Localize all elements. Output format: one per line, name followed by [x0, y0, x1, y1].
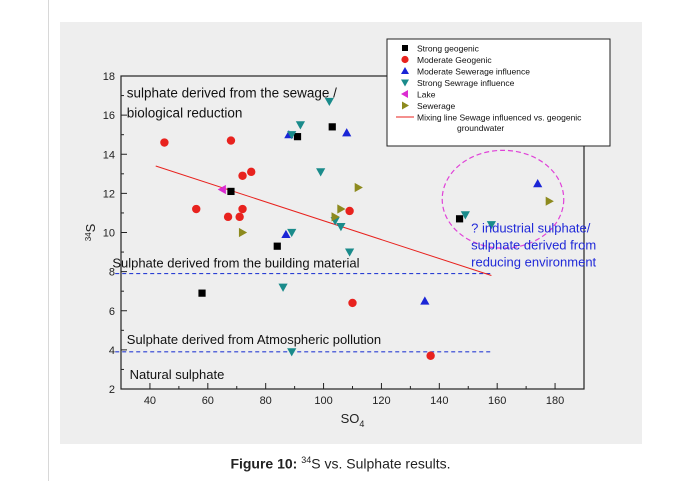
caption-label: Figure 10: — [230, 455, 298, 472]
data-point-strong-sewrage-influence — [278, 283, 288, 292]
y-axis-title-main: S — [83, 223, 98, 232]
legend-marker-4 — [401, 79, 409, 87]
data-point-sewerage — [354, 182, 363, 193]
data-point-moderate-geogenic — [226, 136, 236, 145]
x-axis-title: SO4 — [341, 411, 365, 429]
legend-label-2: Moderate Geogenic — [417, 55, 492, 65]
data-point-strong-sewrage-influence — [345, 248, 355, 257]
data-point-strong-sewrage-influence — [324, 97, 334, 107]
data-point-moderate-sewerage-influence — [281, 229, 291, 239]
data-point-strong-geogenic — [293, 133, 302, 141]
data-point-strong-sewrage-influence — [287, 228, 297, 238]
data-point-strong-geogenic — [273, 242, 281, 250]
y-axis-title-sup: 34 — [84, 232, 93, 241]
data-point-strong-sewrage-influence — [287, 348, 297, 357]
data-point-sewerage — [337, 204, 346, 214]
highlight-ellipse — [441, 149, 565, 249]
legend-label-mixing-line: Mixing line Sewage influenced vs. geogen… — [417, 113, 582, 123]
x-tick-label: 120 — [372, 395, 390, 407]
legend-marker-5 — [401, 90, 408, 98]
data-point-moderate-geogenic — [238, 204, 247, 214]
data-point-strong-geogenic — [455, 215, 464, 223]
x-axis-title-main: SO — [341, 411, 360, 426]
y-tick-label: 14 — [103, 149, 115, 161]
legend-label-5: Lake — [417, 90, 436, 100]
axes-group: 40 60 80 100 120 140 160 18024681012141618SO434… — [83, 71, 585, 429]
legend-label-1: Strong geogenic — [417, 44, 480, 54]
data-point-moderate-geogenic — [160, 138, 169, 147]
annotation-5-line-2: sulphate derived from — [471, 238, 596, 253]
data-point-strong-sewrage-influence — [295, 121, 306, 130]
x-axis-title-sub: 4 — [359, 419, 364, 429]
data-point-moderate-geogenic — [348, 298, 357, 308]
data-point-strong-sewrage-influence — [316, 168, 326, 177]
data-point-moderate-geogenic — [192, 204, 201, 214]
data-point-strong-sewrage-influence — [336, 223, 346, 232]
data-point-strong-geogenic — [227, 187, 235, 196]
y-tick-label: 18 — [103, 71, 115, 83]
y-tick-label: 8 — [109, 267, 115, 279]
y-axis-title: 34S — [83, 223, 98, 241]
y-tick-label: 6 — [109, 306, 115, 318]
data-point-sewerage — [331, 212, 340, 222]
caption-text: S vs. Sulphate results. — [311, 455, 451, 472]
data-point-moderate-geogenic — [223, 212, 233, 222]
x-tick-label: 40 — [144, 395, 156, 407]
legend-marker-2 — [401, 55, 409, 64]
legend-label-3: Moderate Sewerage influence — [417, 67, 530, 77]
legend-label-mixing-line-2: groundwater — [457, 123, 504, 133]
data-point-moderate-sewerage-influence — [533, 178, 543, 188]
x-tick-label: 140 — [430, 395, 448, 407]
x-tick-label: 160 — [488, 395, 506, 407]
legend-marker-6 — [402, 101, 409, 110]
x-tick-label: 60 — [202, 395, 214, 407]
y-tick-label: 4 — [109, 345, 115, 357]
figure-caption: Figure 10: 34S vs. Sulphate results. — [0, 455, 681, 472]
data-point-strong-sewrage-influence — [460, 211, 470, 220]
y-tick-label: 2 — [109, 384, 115, 396]
data-point-moderate-geogenic — [238, 171, 247, 180]
data-point-moderate-geogenic — [235, 212, 244, 222]
figure-frame — [48, 0, 681, 481]
legend-marker-1 — [402, 45, 408, 51]
annotation-5-line-1: ? industrial sulphate/ — [471, 221, 591, 236]
legend-box — [386, 38, 611, 147]
data-point-sewerage — [545, 196, 554, 206]
data-point-lake — [217, 184, 226, 195]
y-tick-label: 16 — [103, 110, 115, 122]
data-points-group — [160, 97, 554, 360]
data-point-sewerage — [238, 227, 248, 238]
data-point-strong-sewrage-influence — [287, 131, 297, 140]
legend-marker-3 — [401, 67, 409, 74]
annotation-1-line-2: biological reduction — [127, 106, 243, 121]
legend-label-6: Sewerage — [417, 101, 456, 111]
mixing-line — [155, 165, 492, 277]
x-tick-label: 100 — [314, 395, 332, 407]
data-point-strong-geogenic — [198, 289, 206, 297]
x-tick-label: 180 — [546, 395, 564, 407]
legend-label-4: Strong Sewrage influence — [417, 78, 515, 88]
reference-lines-group — [115, 149, 565, 353]
data-point-strong-geogenic — [328, 123, 336, 131]
x-tick-label: 80 — [260, 395, 272, 407]
data-point-moderate-geogenic — [426, 351, 435, 360]
data-point-moderate-sewerage-influence — [420, 296, 430, 305]
annotation-4-line-1: Natural sulphate — [130, 367, 225, 382]
annotation-2-line-1: Sulphate derived from the building mater… — [112, 256, 359, 271]
data-point-moderate-geogenic — [247, 167, 256, 177]
annotation-3-line-1: Sulphate derived from Atmospheric pollut… — [127, 332, 381, 347]
y-tick-label: 12 — [103, 188, 115, 200]
data-point-moderate-geogenic — [345, 206, 354, 216]
caption-sup: 34 — [301, 455, 312, 465]
annotation-5-line-3: reducing environment — [471, 255, 596, 270]
y-tick-label: 10 — [103, 228, 115, 240]
annotation-1-line-1: sulphate derived from the sewage / — [127, 86, 337, 101]
data-point-strong-sewrage-influence — [486, 221, 496, 230]
annotations-group: sulphate derived from the sewage / biolog… — [112, 86, 596, 383]
data-point-moderate-sewerage-influence — [342, 128, 352, 137]
